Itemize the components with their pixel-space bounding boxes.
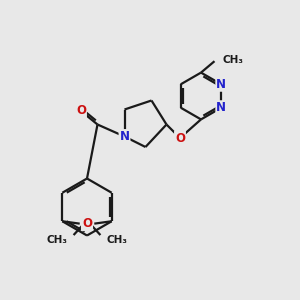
Text: N: N xyxy=(216,101,226,114)
Text: CH₃: CH₃ xyxy=(223,55,244,65)
Text: O: O xyxy=(175,131,185,145)
Text: N: N xyxy=(216,78,226,91)
Text: O: O xyxy=(76,104,86,118)
Text: N: N xyxy=(119,130,130,143)
Text: O: O xyxy=(82,217,92,230)
Text: O: O xyxy=(82,217,92,230)
Text: CH₃: CH₃ xyxy=(46,235,68,245)
Text: CH₃: CH₃ xyxy=(106,235,128,245)
